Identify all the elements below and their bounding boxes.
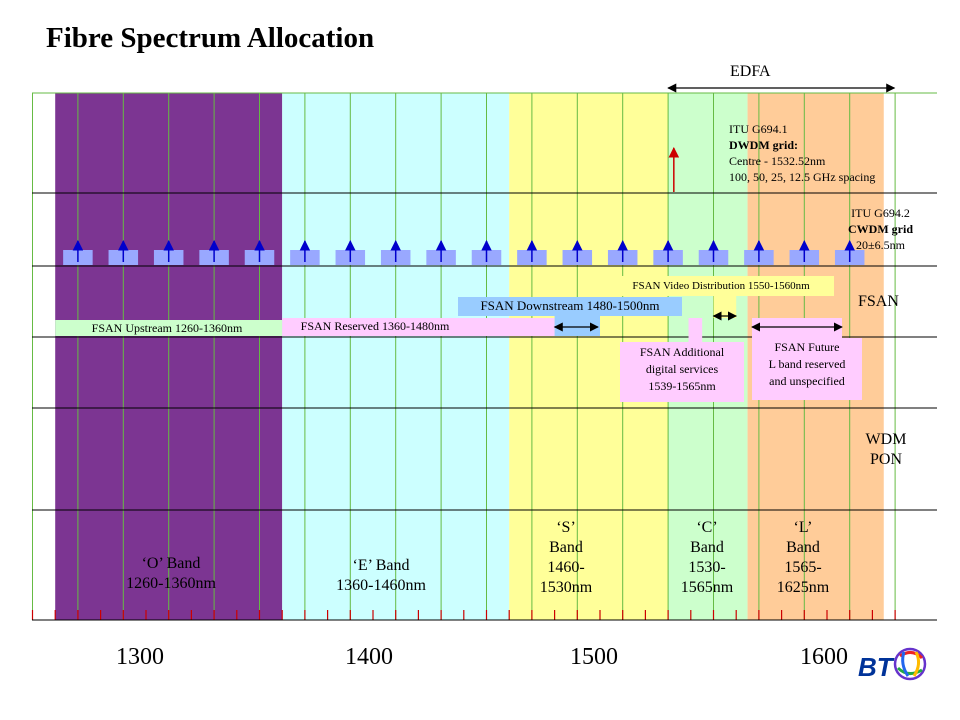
band-l-line: ‘L’ (793, 519, 813, 536)
band-label-o: ‘O’ Band 1260-1360nm (96, 554, 246, 594)
fsan-video-label: FSAN Video Distribution 1550-1560nm (632, 280, 810, 292)
band-s-line: ‘S’ (556, 519, 576, 536)
marks (63, 83, 896, 332)
fsan-additional-box: FSAN Additional digital services 1539-15… (620, 344, 744, 395)
fsan-future-line: L band reserved (768, 357, 846, 371)
bt-logo: BT (858, 647, 927, 682)
itu-cwdm-line: ITU G694.2 (851, 206, 910, 220)
itu-dwdm-line: Centre - 1532.52nm (729, 154, 826, 168)
itu-dwdm-line: ITU G694.1 (729, 122, 788, 136)
fsan-reserved-bar (282, 318, 555, 336)
wdm-pon-line: PON (869, 451, 902, 468)
band-o-line: 1260-1360nm (126, 575, 216, 592)
band-s-line: Band (549, 539, 583, 556)
band-s-line: 1530nm (539, 579, 593, 596)
page-title: Fibre Spectrum Allocation (46, 22, 375, 54)
band-c-line: ‘C’ (696, 519, 718, 536)
fsan-future-line: FSAN Future (774, 340, 840, 354)
fsan-future-bar (752, 338, 862, 400)
itu-dwdm-note: ITU G694.1 DWDM grid: Centre - 1532.52nm… (729, 121, 875, 185)
bt-piper-globe (893, 647, 927, 681)
band-label-s: ‘S’ Band 1460- 1530nm (520, 518, 612, 598)
edfa-label: EDFA (730, 63, 771, 80)
wdm-pon-line: WDM (865, 431, 907, 448)
band-c-line: Band (690, 539, 724, 556)
band-o-line: ‘O’ Band (141, 555, 201, 572)
fsan-future-connector (752, 318, 842, 340)
band-e-line: 1360-1460nm (336, 577, 426, 594)
band-c-line: 1530- (688, 559, 726, 576)
fsan-row-label: FSAN (858, 293, 899, 310)
bt-logo-text: BT (858, 652, 895, 682)
fsan-additional-line: FSAN Additional (639, 345, 725, 359)
band-label-e: ‘E’ Band 1360-1460nm (306, 556, 456, 596)
band-l-line: 1565- (784, 559, 822, 576)
fsan-downstream-label-bg (458, 297, 682, 316)
band-e-line: ‘E’ Band (352, 557, 410, 574)
fsan-upstream-label: FSAN Upstream 1260-1360nm (91, 321, 243, 335)
fsan-downstream-bar (554, 316, 600, 336)
itu-cwdm-line: CWDM grid (848, 222, 913, 236)
fsan-video-label-bg (608, 276, 834, 296)
bt-piper-swirl-blue (901, 651, 910, 677)
bt-piper-swirl-yellow (912, 651, 921, 677)
axis-label-1400: 1400 (345, 644, 393, 670)
fsan-downstream-label: FSAN Downstream 1480-1500nm (480, 298, 660, 313)
fsan-additional-line: 1539-1565nm (648, 379, 716, 393)
fsan-additional-line: digital services (645, 362, 719, 376)
band-label-l: ‘L’ Band 1565- 1625nm (758, 518, 848, 598)
itu-dwdm-line: DWDM grid: (729, 138, 798, 152)
fsan-reserved-label: FSAN Reserved 1360-1480nm (300, 319, 450, 333)
band-s-line: 1460- (547, 559, 585, 576)
fsan-future-line: and unspecified (769, 374, 845, 388)
axis-label-1600: 1600 (800, 644, 848, 670)
axis-label-1300: 1300 (116, 644, 164, 670)
band-l-line: 1625nm (776, 579, 830, 596)
wavelength-axis (31, 610, 937, 621)
band-label-c: ‘C’ Band 1530- 1565nm (662, 518, 752, 598)
axis-label-1500: 1500 (570, 644, 618, 670)
fsan-additional-bar (620, 342, 744, 402)
fsan-bars (55, 276, 862, 402)
bt-piper-swirl-green (896, 666, 923, 675)
band-c-line: 1565nm (680, 579, 734, 596)
fsan-future-box: FSAN Future L band reserved and unspecif… (752, 339, 862, 390)
fsan-additional-connector (688, 318, 703, 342)
itu-dwdm-line: 100, 50, 25, 12.5 GHz spacing (729, 170, 876, 184)
band-l-line: Band (786, 539, 820, 556)
fsan-upstream-bar (55, 320, 283, 336)
itu-cwdm-note: ITU G694.2 CWDM grid 20±6.5nm (848, 205, 913, 253)
wdm-pon-row-label: WDM PON (856, 430, 916, 470)
fsan-video-bar (713, 296, 737, 318)
itu-cwdm-line: 20±6.5nm (856, 238, 905, 252)
